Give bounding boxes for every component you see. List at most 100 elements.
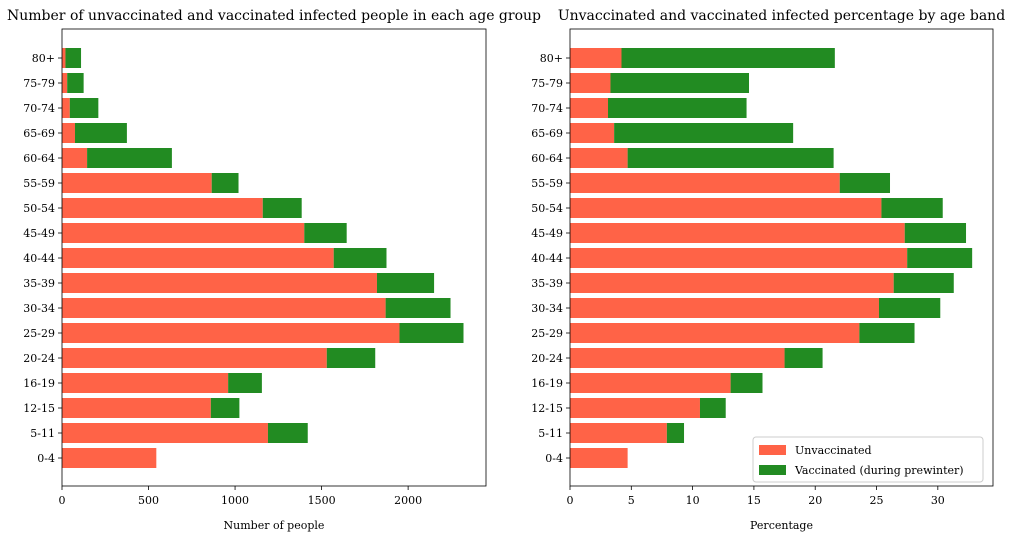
bar-unvaccinated-80+	[62, 48, 66, 68]
bar-vaccinated-5-11	[267, 423, 308, 443]
bar-unvaccinated-35-39	[62, 273, 377, 293]
legend-swatch	[759, 465, 786, 475]
bar-unvaccinated-30-34	[62, 298, 386, 318]
bar-unvaccinated-75-79	[570, 73, 611, 93]
chart-title: Number of unvaccinated and vaccinated in…	[7, 8, 541, 24]
bar-unvaccinated-20-24	[62, 348, 327, 368]
bar-unvaccinated-70-74	[62, 98, 70, 118]
bar-vaccinated-70-74	[69, 98, 99, 118]
bar-unvaccinated-16-19	[62, 373, 229, 393]
bar-vaccinated-40-44	[907, 248, 973, 268]
x-tick-label: 0	[59, 494, 66, 507]
y-tick-label: 45-49	[531, 227, 563, 240]
x-axis-label: Number of people	[224, 519, 325, 532]
bar-unvaccinated-60-64	[570, 148, 628, 168]
y-tick-label: 25-29	[531, 327, 563, 340]
bar-vaccinated-60-64	[87, 148, 172, 168]
y-tick-label: 30-34	[531, 302, 563, 315]
bar-vaccinated-55-59	[211, 173, 239, 193]
bar-unvaccinated-25-29	[62, 323, 400, 343]
y-tick-label: 60-64	[531, 152, 563, 165]
y-tick-label: 0-4	[37, 452, 55, 465]
bar-vaccinated-30-34	[878, 298, 941, 318]
bar-unvaccinated-75-79	[62, 73, 68, 93]
y-tick-label: 70-74	[23, 102, 55, 115]
legend-box	[752, 436, 984, 483]
bar-vaccinated-16-19	[228, 373, 262, 393]
bar-unvaccinated-70-74	[570, 98, 609, 118]
y-tick-label: 30-34	[23, 302, 55, 315]
y-tick-label: 75-79	[23, 77, 55, 90]
bar-vaccinated-65-69	[614, 123, 794, 143]
chart-title: Unvaccinated and vaccinated infected per…	[558, 8, 1005, 24]
bar-unvaccinated-5-11	[570, 423, 667, 443]
x-tick-label: 500	[138, 494, 159, 507]
y-tick-label: 40-44	[531, 252, 563, 265]
chart-panel-1: Number of unvaccinated and vaccinated in…	[7, 8, 541, 532]
x-tick-label: 25	[870, 494, 884, 507]
y-tick-label: 80+	[32, 52, 55, 65]
x-tick-label: 15	[747, 494, 761, 507]
bar-unvaccinated-45-49	[570, 223, 905, 243]
y-tick-label: 35-39	[23, 277, 55, 290]
bar-unvaccinated-25-29	[570, 323, 860, 343]
bar-unvaccinated-40-44	[62, 248, 334, 268]
legend-entry: Vaccinated (during prewinter)	[794, 464, 964, 477]
bar-unvaccinated-35-39	[570, 273, 894, 293]
bar-unvaccinated-20-24	[570, 348, 785, 368]
chart-panel-2: Unvaccinated and vaccinated infected per…	[531, 8, 1005, 532]
bar-vaccinated-35-39	[376, 273, 435, 293]
axes-frame	[61, 28, 487, 487]
y-tick-label: 40-44	[23, 252, 55, 265]
y-tick-label: 25-29	[23, 327, 55, 340]
x-tick-label: 10	[686, 494, 700, 507]
y-tick-label: 75-79	[531, 77, 563, 90]
y-tick-label: 50-54	[23, 202, 55, 215]
y-tick-label: 5-11	[30, 427, 55, 440]
bar-unvaccinated-55-59	[62, 173, 212, 193]
x-tick-label: 0	[567, 494, 574, 507]
y-tick-label: 16-19	[531, 377, 563, 390]
bar-unvaccinated-16-19	[570, 373, 731, 393]
y-tick-label: 35-39	[531, 277, 563, 290]
bar-unvaccinated-50-54	[62, 198, 263, 218]
y-tick-label: 65-69	[531, 127, 563, 140]
bar-vaccinated-75-79	[67, 73, 84, 93]
bar-unvaccinated-40-44	[570, 248, 908, 268]
legend-entry: Unvaccinated	[795, 444, 872, 457]
bar-unvaccinated-65-69	[570, 123, 615, 143]
bar-vaccinated-45-49	[304, 223, 347, 243]
axes-frame	[569, 28, 994, 487]
x-tick-label: 2000	[394, 494, 422, 507]
bar-unvaccinated-5-11	[62, 423, 268, 443]
y-tick-label: 60-64	[23, 152, 55, 165]
y-tick-label: 0-4	[545, 452, 563, 465]
legend: Unvaccinated Vaccinated (during prewinter…	[752, 436, 984, 483]
bar-vaccinated-65-69	[74, 123, 127, 143]
bar-vaccinated-75-79	[610, 73, 750, 93]
bar-vaccinated-60-64	[627, 148, 834, 168]
bar-vaccinated-20-24	[784, 348, 823, 368]
bar-vaccinated-25-29	[399, 323, 464, 343]
y-tick-label: 12-15	[23, 402, 55, 415]
bar-vaccinated-80+	[621, 48, 835, 68]
bar-unvaccinated-12-15	[570, 398, 700, 418]
y-tick-label: 55-59	[531, 177, 563, 190]
bar-vaccinated-45-49	[904, 223, 967, 243]
x-tick-label: 30	[931, 494, 945, 507]
bar-unvaccinated-0-4	[62, 448, 157, 468]
y-tick-label: 20-24	[531, 352, 563, 365]
bar-unvaccinated-60-64	[62, 148, 88, 168]
bar-unvaccinated-12-15	[62, 398, 211, 418]
y-tick-label: 5-11	[538, 427, 563, 440]
bar-vaccinated-40-44	[333, 248, 387, 268]
y-tick-label: 70-74	[531, 102, 563, 115]
y-tick-label: 12-15	[531, 402, 563, 415]
bar-vaccinated-35-39	[893, 273, 954, 293]
bar-vaccinated-20-24	[326, 348, 376, 368]
bar-unvaccinated-45-49	[62, 223, 305, 243]
x-tick-label: 5	[628, 494, 635, 507]
bar-unvaccinated-30-34	[570, 298, 879, 318]
bar-vaccinated-16-19	[730, 373, 763, 393]
